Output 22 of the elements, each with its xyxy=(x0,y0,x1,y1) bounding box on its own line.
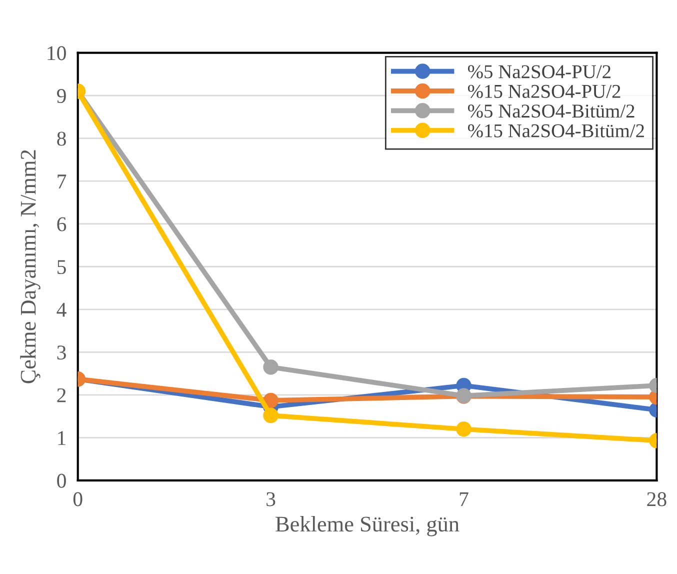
y-tick-label: 4 xyxy=(56,302,66,317)
y-tick-label: 0 xyxy=(57,474,66,488)
y-tick-label: 7 xyxy=(58,174,66,188)
legend-label: %5 Na2SO4-PU/2 xyxy=(468,65,610,78)
legend-label: %5 Na2SO4-Bitüm/2 xyxy=(468,104,634,118)
x-tick-label: 0 xyxy=(73,492,82,506)
y-tick-label: 5 xyxy=(58,260,66,274)
y-tick-label: 3 xyxy=(57,346,66,360)
point xyxy=(263,359,278,375)
y-axis-title: Çekme Dayanımı, N/mm2 xyxy=(20,150,40,384)
y-tick-label: 9 xyxy=(57,89,66,104)
x-axis-title: Bekleme Süresi, gün xyxy=(276,516,460,536)
legend-label: %15 Na2SO4-PU/2 xyxy=(468,84,620,98)
x-tick-label: 7 xyxy=(460,492,468,506)
y-tick-label: 10 xyxy=(48,46,66,60)
y-tick-label: 8 xyxy=(57,132,66,146)
y-tick-label: 6 xyxy=(57,217,66,232)
x-tick-label: 28 xyxy=(647,492,666,506)
x-tick-label: 3 xyxy=(266,492,276,506)
legend-label: %15 Na2SO4-Bitüm/2 xyxy=(468,124,644,138)
y-tick-label: 1 xyxy=(58,431,66,445)
y-tick-label: 2 xyxy=(57,388,66,402)
